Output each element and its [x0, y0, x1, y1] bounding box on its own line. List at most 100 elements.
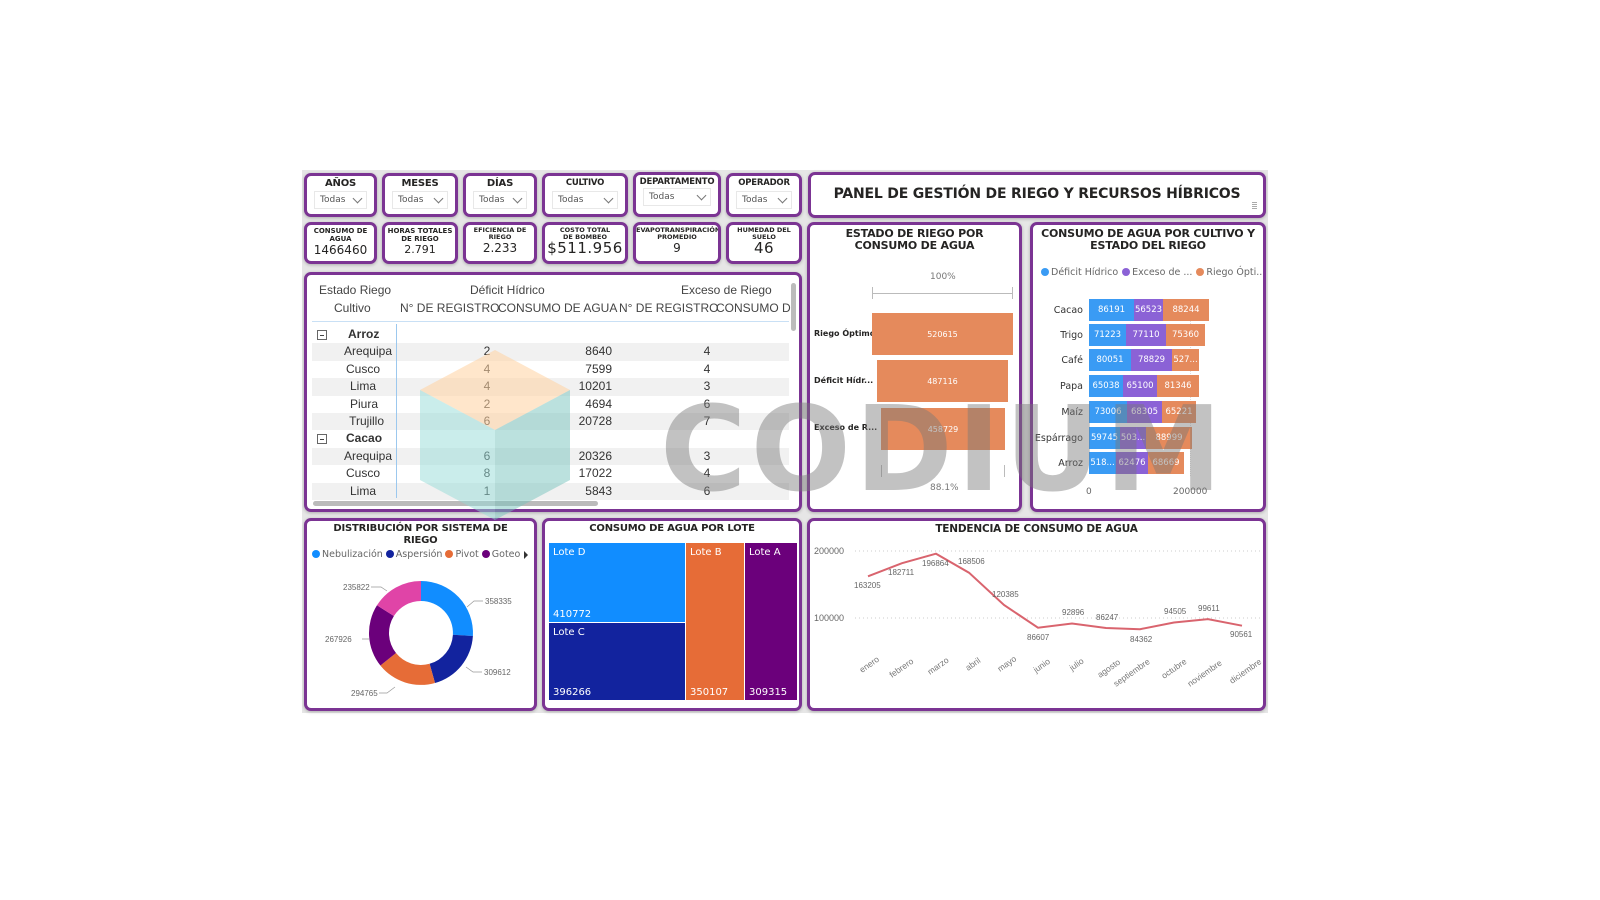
legend-item[interactable]: Nebulización [312, 549, 383, 560]
legend-item[interactable]: Exceso de ... [1122, 267, 1192, 278]
legend-item[interactable]: Goteo [481, 549, 520, 560]
point-label: 94505 [1164, 607, 1187, 616]
slicer-meses[interactable]: MESES Todas [382, 173, 458, 217]
slicer-dropdown[interactable]: Todas [552, 191, 618, 209]
segment-exceso[interactable]: 65100 [1123, 375, 1157, 397]
stacked-bar-row[interactable]: 71223 77110 75360 [1089, 324, 1205, 346]
segment-exceso[interactable]: 68305 [1127, 401, 1162, 423]
legend-item[interactable]: Déficit Hídrico [1041, 267, 1118, 278]
segment-deficit[interactable]: 518... [1089, 452, 1116, 474]
funnel-top-pct: 100% [930, 272, 956, 282]
segment-deficit[interactable]: 65038 [1089, 375, 1123, 397]
column-header[interactable]: CONSUMO D [716, 301, 791, 315]
slicer-dropdown[interactable]: Todas [736, 191, 792, 209]
slicer-dias[interactable]: DÍAS Todas [463, 173, 537, 217]
matrix-group-row[interactable]: Cacao [312, 430, 789, 447]
treemap-tile-lote-c[interactable]: Lote C 396266 [549, 623, 685, 700]
slicer-departamento[interactable]: DEPARTAMENTO Todas [633, 172, 721, 217]
kpi-title: HUMEDAD DEL SUELO [737, 226, 791, 241]
slicer-cultivo[interactable]: CULTIVO Todas [542, 173, 628, 217]
slicer-title: OPERADOR [738, 178, 790, 188]
table-row: Lima 1 5843 6 [312, 482, 789, 500]
slicer-dropdown[interactable]: Todas [392, 191, 448, 209]
segment-exceso[interactable]: 503... [1120, 427, 1146, 449]
donut-label: 309612 [484, 668, 511, 677]
segment-optimo[interactable]: 81346 [1157, 375, 1199, 397]
segment-deficit[interactable]: 71223 [1089, 324, 1126, 346]
segment-optimo[interactable]: 75360 [1166, 324, 1205, 346]
slicer-dropdown[interactable]: Todas [314, 191, 367, 209]
treemap-lote[interactable]: CONSUMO DE AGUA POR LOTE Lote D 410772 L… [542, 518, 802, 711]
slicer-anos[interactable]: AÑOS Todas [304, 173, 377, 217]
legend-label: Exceso de ... [1132, 267, 1193, 278]
donut-label: 294765 [351, 689, 378, 698]
column-header[interactable]: CONSUMO DE AGUA [498, 301, 618, 315]
segment-exceso[interactable]: 77110 [1126, 324, 1166, 346]
x-axis-tick: 0 [1086, 487, 1092, 497]
x-axis-tick: marzo [925, 655, 950, 677]
donut-sistema-riego[interactable]: DISTRIBUCIÓN POR SISTEMA DE RIEGO Nebuli… [304, 518, 537, 711]
segment-deficit[interactable]: 80051 [1089, 349, 1131, 371]
funnel-bottom-bracket [881, 465, 1005, 477]
line-chart[interactable]: 200000 100000 163205 182711 196864 16850… [810, 521, 1266, 711]
segment-exceso[interactable]: 56523 [1134, 299, 1163, 321]
column-header[interactable]: N° DE REGISTRO [400, 301, 500, 315]
stacked-bar-row[interactable]: 59745 503... 88999 [1089, 427, 1192, 449]
matrix-group-row[interactable]: Arroz [312, 326, 789, 343]
treemap-tile-lote-a[interactable]: Lote A 309315 [745, 543, 797, 700]
resize-handle-icon [1252, 202, 1257, 209]
column-header[interactable]: N° DE REGISTRO [619, 301, 719, 315]
vertical-scrollbar[interactable] [791, 283, 796, 331]
legend-dot-icon [445, 550, 454, 558]
chevron-down-icon [777, 193, 788, 203]
kpi-evapotranspiracion: EVAPOTRANSPIRACIÓN PROMEDIO 9 [633, 222, 721, 264]
row-label: Trujillo [349, 414, 384, 428]
segment-optimo[interactable]: 68669 [1148, 452, 1184, 474]
treemap-tile-lote-d[interactable]: Lote D 410772 [549, 543, 685, 622]
slicer-dropdown[interactable]: Todas [643, 188, 711, 206]
line-tendencia-consumo[interactable]: TENDENCIA DE CONSUMO DE AGUA 200000 1000… [807, 518, 1266, 711]
segment-exceso[interactable]: 62476 [1116, 452, 1148, 474]
tile-value: 410772 [553, 609, 592, 620]
stacked-bar-row[interactable]: 518... 62476 68669 [1089, 452, 1184, 474]
treemap-tile-lote-b[interactable]: Lote B 350107 [686, 543, 744, 700]
stacked-bar-row[interactable]: 65038 65100 81346 [1089, 375, 1199, 397]
kpi-title: CONSUMO DE AGUA [313, 227, 368, 243]
row-label: Lima [349, 379, 376, 394]
segment-optimo[interactable]: 527... [1172, 349, 1199, 371]
funnel-bar-riego-optimo[interactable]: 520615 [872, 313, 1013, 355]
x-axis-tick: febrero [887, 656, 915, 680]
collapse-icon[interactable] [317, 434, 327, 445]
legend-next-icon[interactable] [524, 551, 528, 559]
legend-item[interactable]: Riego Ópti... [1196, 267, 1263, 278]
horizontal-scrollbar[interactable] [313, 501, 598, 506]
matrix-visual[interactable]: Estado Riego Déficit Hídrico Exceso de R… [304, 272, 802, 512]
x-axis-tick: julio [1067, 656, 1086, 674]
segment-optimo[interactable]: 65221 [1162, 401, 1196, 423]
cell: 7599 [585, 361, 612, 376]
segment-optimo[interactable]: 88999 [1146, 427, 1192, 449]
cell: 6 [483, 414, 491, 428]
slicer-operador[interactable]: OPERADOR Todas [726, 173, 802, 217]
segment-deficit[interactable]: 73006 [1089, 401, 1127, 423]
stacked-bar-row[interactable]: 73006 68305 65221 [1089, 401, 1196, 423]
funnel-bar-deficit[interactable]: 487116 [877, 360, 1008, 402]
legend-item[interactable]: Aspersión [385, 549, 442, 560]
funnel-bar-exceso[interactable]: 458729 [881, 408, 1005, 450]
cell: 2 [483, 344, 491, 359]
segment-deficit[interactable]: 86191 [1089, 299, 1134, 321]
stacked-bar-row[interactable]: 80051 78829 527... [1089, 349, 1199, 371]
legend-dot-icon [1122, 268, 1131, 276]
segment-deficit[interactable]: 59745 [1089, 427, 1120, 449]
collapse-icon[interactable] [317, 330, 327, 340]
legend-item[interactable]: Pivot [445, 549, 479, 560]
chevron-down-icon [512, 193, 523, 203]
table-row: Arequipa 2 8640 4 [312, 343, 789, 361]
funnel-estado-riego[interactable]: ESTADO DE RIEGO POR CONSUMO DE AGUA 100%… [807, 222, 1022, 512]
donut-chart[interactable]: 358335 309612 294765 267926 235822 [307, 566, 537, 706]
slicer-dropdown[interactable]: Todas [473, 191, 527, 209]
segment-exceso[interactable]: 78829 [1131, 349, 1172, 371]
stacked-bar-cultivo[interactable]: CONSUMO DE AGUA POR CULTIVO Y ESTADO DEL… [1030, 222, 1266, 512]
stacked-bar-row[interactable]: 86191 56523 88244 [1089, 299, 1209, 321]
segment-optimo[interactable]: 88244 [1163, 299, 1209, 321]
